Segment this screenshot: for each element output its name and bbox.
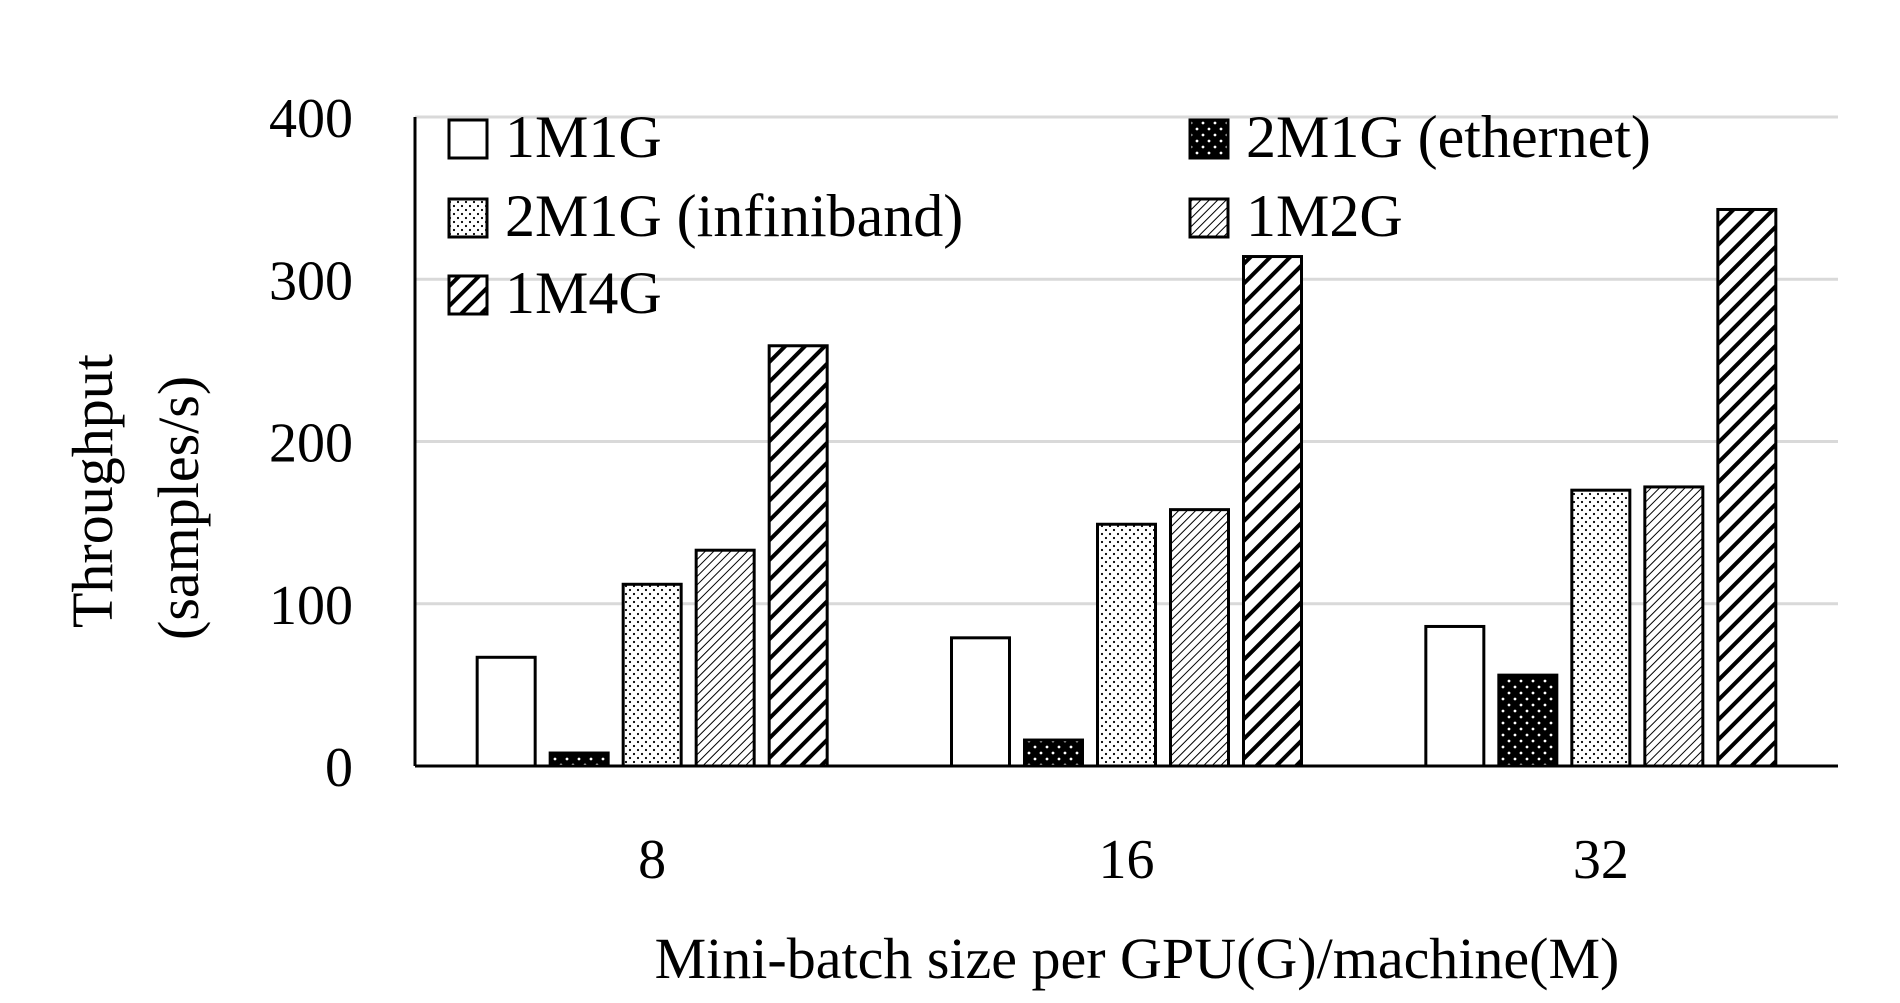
legend-label-1m4g: 1M4G [505,260,662,326]
bars [475,207,1778,768]
x-axis-title: Mini-batch size per GPU(G)/machine(M) [655,926,1620,991]
bar-2m1g-infiniband-16 [1096,522,1157,768]
x-tick-label-32: 32 [1573,829,1629,891]
legend-label-2m1g-ethernet: 2M1G (ethernet) [1246,104,1651,170]
legend: 1M1G 2M1G (ethernet) 2M1G (infiniband) 1M2G… [447,104,1651,326]
x-tick-labels: 8 16 32 [638,829,1629,891]
y-axis-title-line-1: Throughput [60,354,125,628]
bar-1m4g-32 [1716,207,1778,768]
bar-1m2g-8 [694,548,756,768]
y-axis-title-line-2: (samples/s) [146,376,211,640]
legend-label-1m2g: 1M2G [1246,183,1403,249]
bar-1m1g-8 [475,655,537,768]
y-tick-label-300: 300 [269,250,353,312]
bar-1m1g-16 [950,636,1011,768]
bar-1m2g-32 [1643,485,1705,768]
bar-1m1g-32 [1424,624,1486,768]
legend-swatch-2m1g-infiniband [447,197,489,239]
legend-label-2m1g-infiniband: 2M1G (infiniband) [505,183,963,249]
y-tick-label-0: 0 [325,737,353,799]
legend-swatch-1m4g [447,274,489,316]
x-tick-label-8: 8 [638,829,666,891]
y-tick-label-200: 200 [269,413,353,475]
y-tick-labels: 0 100 200 300 400 [269,88,353,799]
bar-1m2g-16 [1169,508,1230,768]
legend-swatch-2m1g-ethernet [1188,118,1230,160]
legend-swatch-1m2g [1188,197,1230,239]
bar-2m1g-ethernet-16 [1023,738,1084,768]
bar-1m4g-8 [767,344,829,768]
legend-swatch-1m1g [447,118,489,160]
bar-2m1g-infiniband-8 [621,582,683,768]
bar-1m4g-16 [1242,255,1303,768]
bar-2m1g-ethernet-32 [1497,673,1559,768]
bar-2m1g-ethernet-8 [548,751,610,768]
legend-label-1m1g: 1M1G [505,104,662,170]
x-tick-label-16: 16 [1099,829,1155,891]
y-tick-label-100: 100 [269,575,353,637]
y-tick-label-400: 400 [269,88,353,150]
axes [413,117,1838,768]
bar-2m1g-infiniband-32 [1570,488,1632,768]
